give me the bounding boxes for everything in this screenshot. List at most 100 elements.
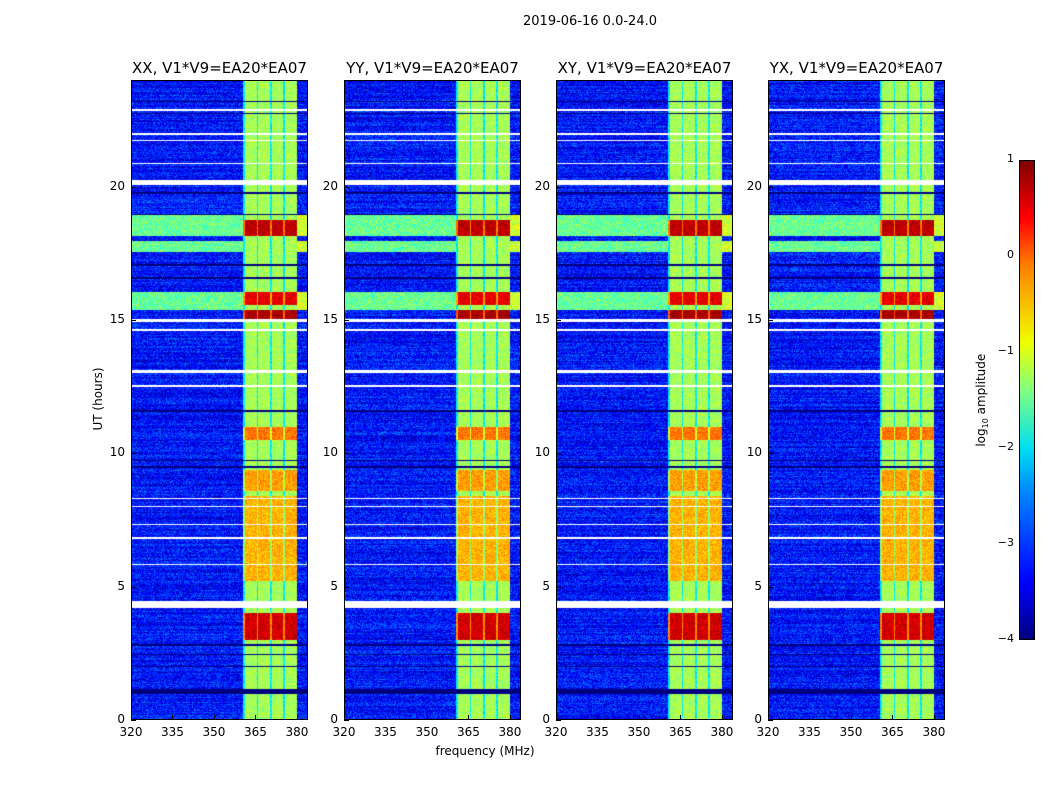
y-tick-label: 5	[542, 578, 550, 593]
x-tick-label: 320	[119, 725, 143, 739]
y-tick-label: 10	[534, 445, 550, 460]
y-tick-mark	[131, 586, 136, 588]
x-tick-mark	[296, 715, 298, 720]
y-tick-mark	[556, 453, 561, 455]
y-tick-label: 10	[109, 445, 125, 460]
y-tick-mark	[768, 186, 773, 188]
spectrogram-panel-2	[556, 80, 733, 720]
y-tick-mark	[131, 320, 136, 321]
colorbar-tick-label: −1	[997, 344, 1014, 357]
y-tick-mark	[768, 320, 773, 321]
x-tick-mark	[213, 715, 215, 720]
x-tick-mark	[172, 715, 174, 720]
spectrogram-image	[345, 81, 520, 719]
x-tick-label: 320	[756, 725, 780, 739]
x-tick-label: 335	[798, 725, 821, 739]
figure-title: 2019-06-16 0.0-24.0	[523, 14, 657, 29]
y-tick-label: 20	[109, 178, 125, 193]
x-tick-label: 320	[544, 725, 568, 739]
y-tick-mark	[556, 186, 561, 188]
panel-title-0: XX, V1*V9=EA20*EA07	[132, 59, 307, 77]
y-tick-mark	[556, 320, 561, 321]
y-tick-mark	[768, 720, 773, 721]
y-tick-label: 0	[330, 712, 338, 726]
panel-title-3: YX, V1*V9=EA20*EA07	[769, 59, 944, 77]
x-tick-label: 335	[374, 725, 397, 739]
y-tick-label: 20	[534, 178, 550, 193]
x-tick-label: 380	[710, 725, 734, 739]
y-tick-mark	[768, 586, 773, 588]
x-tick-mark	[556, 715, 557, 720]
spectrogram-panel-3	[768, 80, 945, 720]
colorbar	[1019, 160, 1035, 640]
x-tick-mark	[385, 715, 387, 720]
x-tick-label: 365	[881, 725, 904, 739]
x-tick-mark	[680, 715, 682, 720]
x-tick-mark	[344, 715, 345, 720]
spectrogram-panel-0	[131, 80, 308, 720]
panel-title-1: YY, V1*V9=EA20*EA07	[346, 59, 519, 77]
y-tick-mark	[344, 186, 349, 188]
x-tick-mark	[426, 715, 428, 720]
y-tick-mark	[131, 186, 136, 188]
y-tick-label: 0	[542, 712, 550, 726]
y-tick-mark	[131, 453, 136, 455]
y-tick-label: 15	[322, 312, 338, 326]
x-tick-mark	[468, 715, 470, 720]
x-tick-label: 350	[202, 725, 226, 739]
x-tick-label: 350	[415, 725, 439, 739]
x-tick-label: 335	[586, 725, 609, 739]
x-tick-label: 350	[839, 725, 863, 739]
y-tick-mark	[556, 720, 561, 721]
y-tick-mark	[556, 586, 561, 588]
x-tick-label: 380	[285, 725, 309, 739]
y-tick-label: 15	[746, 312, 762, 326]
y-tick-label: 15	[534, 312, 550, 326]
y-tick-mark	[344, 320, 349, 321]
y-tick-mark	[344, 720, 349, 721]
spectrogram-image	[132, 81, 307, 719]
x-tick-label: 365	[244, 725, 267, 739]
x-tick-mark	[721, 715, 723, 720]
x-tick-label: 335	[161, 725, 184, 739]
x-tick-mark	[850, 715, 852, 720]
y-tick-label: 0	[117, 712, 125, 726]
x-tick-mark	[597, 715, 599, 720]
y-tick-label: 5	[330, 578, 338, 593]
y-tick-label: 20	[322, 178, 338, 193]
colorbar-tick-label: −4	[997, 632, 1014, 645]
x-tick-label: 365	[669, 725, 692, 739]
y-tick-mark	[344, 586, 349, 588]
colorbar-tick-label: 1	[1007, 152, 1014, 165]
y-tick-label: 20	[746, 178, 762, 193]
x-tick-mark	[638, 715, 640, 720]
x-tick-label: 380	[498, 725, 522, 739]
y-tick-label: 5	[754, 578, 762, 593]
panel-title-2: XY, V1*V9=EA20*EA07	[557, 59, 732, 77]
y-tick-label: 10	[322, 445, 338, 460]
x-tick-label: 350	[627, 725, 651, 739]
y-tick-label: 10	[746, 445, 762, 460]
y-tick-mark	[131, 720, 136, 721]
y-tick-mark	[768, 453, 773, 455]
x-tick-mark	[255, 715, 257, 720]
x-tick-label: 380	[922, 725, 946, 739]
y-tick-label: 5	[117, 578, 125, 593]
spectrogram-image	[769, 81, 944, 719]
y-axis-label: UT (hours)	[91, 367, 105, 431]
spectrogram-panel-1	[344, 80, 521, 720]
x-tick-mark	[768, 715, 769, 720]
y-tick-label: 0	[754, 712, 762, 726]
x-tick-mark	[509, 715, 511, 720]
colorbar-label: log10 amplitude	[973, 353, 991, 447]
colorbar-tick-label: −2	[997, 440, 1014, 453]
y-tick-label: 15	[109, 312, 125, 326]
x-tick-label: 365	[457, 725, 480, 739]
colorbar-tick-label: 0	[1007, 248, 1014, 261]
colorbar-tick-label: −3	[997, 536, 1014, 549]
y-tick-mark	[344, 453, 349, 455]
x-axis-label: frequency (MHz)	[435, 744, 535, 758]
x-tick-mark	[892, 715, 894, 720]
spectrogram-image	[557, 81, 732, 719]
